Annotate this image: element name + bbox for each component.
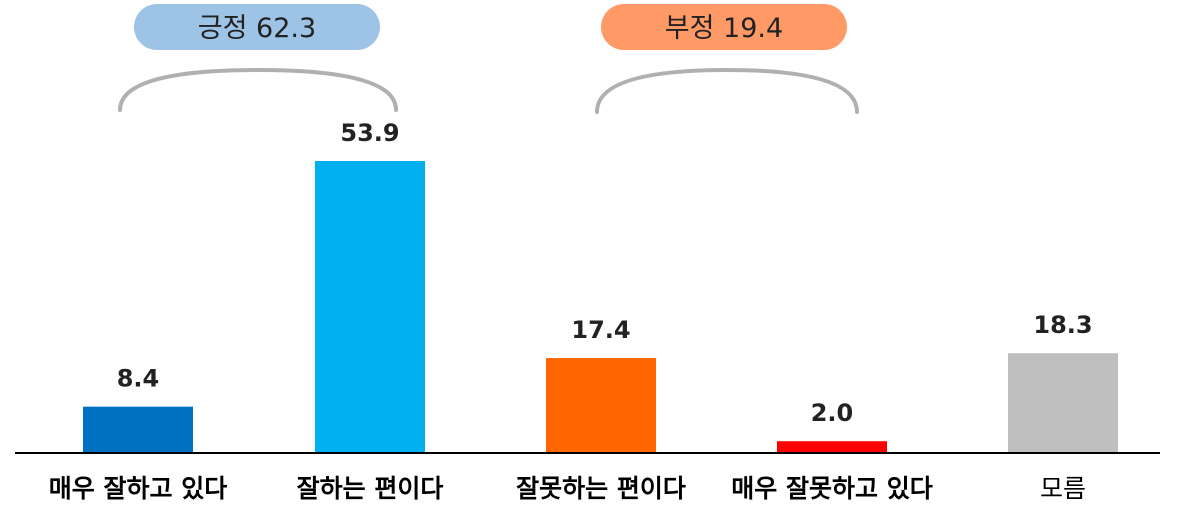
bar-5 [1008,353,1118,452]
category-label-3: 잘못하는 편이다 [516,474,686,503]
value-label-3: 17.4 [571,316,630,344]
group-pill-1 [134,4,380,50]
value-label-5: 18.3 [1033,311,1092,339]
value-label-4: 2.0 [811,399,854,427]
bar-4 [777,441,887,452]
category-label-4: 매우 잘못하고 있다 [731,474,932,503]
bar-3 [546,358,656,452]
group-bracket-2 [595,67,859,114]
bar-1 [83,406,193,452]
category-label-1: 매우 잘하고 있다 [49,474,227,503]
group-pill-2 [601,4,847,50]
group-label-2: 부정 19.4 [665,13,783,44]
group-label-1: 긍정 62.3 [198,13,316,44]
category-label-2: 잘하는 편이다 [297,474,444,503]
value-label-1: 8.4 [117,365,160,393]
category-label-5: 모름 [1040,474,1086,503]
group-bracket-1 [118,67,398,112]
bar-2 [315,161,425,452]
value-label-2: 53.9 [340,119,399,147]
